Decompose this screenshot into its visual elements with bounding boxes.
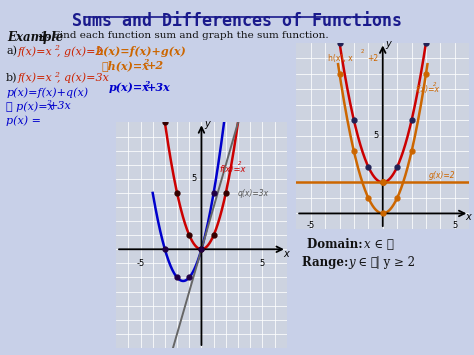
Text: Range:: Range: bbox=[302, 256, 353, 269]
Text: f(x)=x: f(x)=x bbox=[18, 46, 53, 57]
Text: 1: 1 bbox=[39, 31, 47, 44]
Text: ∴ p(x)=x: ∴ p(x)=x bbox=[6, 101, 54, 112]
Text: p(x)=x: p(x)=x bbox=[109, 82, 150, 93]
Text: y ∈ ℝ: y ∈ ℝ bbox=[348, 256, 378, 269]
Text: p(x)=f(x)+q(x): p(x)=f(x)+q(x) bbox=[6, 87, 88, 98]
Text: x ∈ ℝ: x ∈ ℝ bbox=[364, 238, 394, 251]
Text: q(x)=3x: q(x)=3x bbox=[238, 189, 269, 198]
Text: , g(x)=2: , g(x)=2 bbox=[57, 46, 102, 57]
Text: x: x bbox=[465, 212, 471, 222]
Text: 2: 2 bbox=[433, 82, 437, 87]
Text: 2: 2 bbox=[54, 71, 58, 79]
Text: 2: 2 bbox=[361, 49, 365, 54]
Text: b): b) bbox=[6, 73, 18, 83]
Text: h(x), x: h(x), x bbox=[328, 54, 353, 63]
Text: g(x)=2: g(x)=2 bbox=[429, 171, 456, 180]
Text: -5: -5 bbox=[137, 259, 145, 268]
Text: 5: 5 bbox=[260, 259, 265, 268]
Text: +3x: +3x bbox=[146, 82, 170, 93]
Text: f(x)=x: f(x)=x bbox=[18, 73, 53, 83]
Text: 2: 2 bbox=[46, 99, 51, 107]
Text: 2: 2 bbox=[144, 80, 149, 88]
Text: h(x)=f(x)+g(x): h(x)=f(x)+g(x) bbox=[96, 46, 186, 57]
Text: 5: 5 bbox=[373, 131, 378, 140]
Text: , q(x)=3x: , q(x)=3x bbox=[57, 73, 109, 83]
Text: 2: 2 bbox=[237, 162, 241, 166]
Text: ∴h(x)=x: ∴h(x)=x bbox=[102, 60, 150, 71]
Text: Sums and Differences of Functions: Sums and Differences of Functions bbox=[72, 12, 402, 31]
Text: | y ≥ 2: | y ≥ 2 bbox=[376, 256, 415, 269]
Text: 5: 5 bbox=[191, 174, 197, 183]
Text: a): a) bbox=[6, 46, 17, 56]
Text: Domain:: Domain: bbox=[307, 238, 367, 251]
Text: +3x: +3x bbox=[49, 101, 72, 111]
Text: : Find each function sum and graph the sum function.: : Find each function sum and graph the s… bbox=[46, 31, 328, 40]
Text: -5: -5 bbox=[307, 221, 315, 230]
Text: y: y bbox=[386, 39, 392, 49]
Text: +2: +2 bbox=[367, 54, 378, 63]
Text: p(x) =: p(x) = bbox=[6, 115, 41, 126]
Text: 5: 5 bbox=[452, 221, 457, 230]
Text: f(x)=x: f(x)=x bbox=[220, 165, 246, 174]
Text: y: y bbox=[204, 119, 210, 129]
Text: 2: 2 bbox=[54, 44, 58, 52]
Text: f(x)=x: f(x)=x bbox=[416, 85, 440, 94]
Text: Example: Example bbox=[7, 31, 67, 44]
Text: +2: +2 bbox=[146, 60, 164, 71]
Text: x: x bbox=[283, 249, 289, 259]
Text: 2: 2 bbox=[143, 58, 148, 66]
